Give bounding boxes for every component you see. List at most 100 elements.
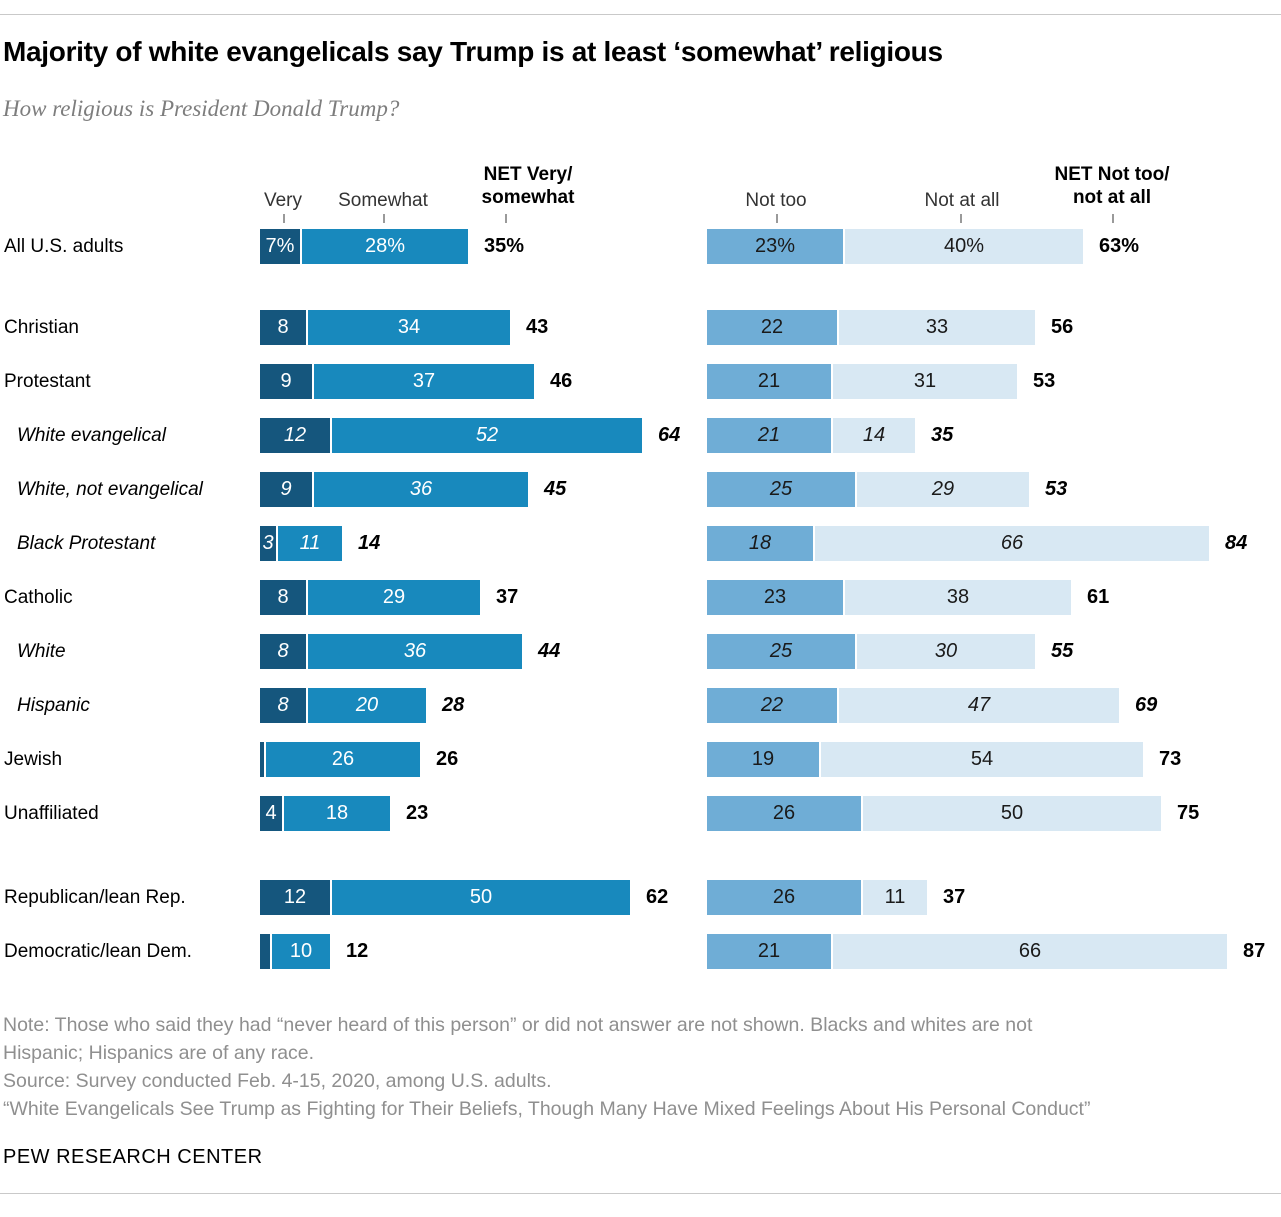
row-label: Black Protestant (17, 533, 156, 554)
bar-segment-very: 8 (260, 688, 306, 723)
bar-segment-somewhat: 10 (272, 934, 330, 969)
bar-segment-not-at-all: 11 (863, 880, 927, 915)
row-label: Catholic (4, 587, 73, 608)
bar-segment-not-too: 21 (707, 418, 831, 453)
bar-segment-somewhat: 36 (308, 634, 522, 669)
chart-subtitle: How religious is President Donald Trump? (3, 96, 400, 121)
net-value-left: 26 (436, 748, 459, 770)
header-tick-4 (960, 214, 962, 223)
bar-segment-not-too: 19 (707, 742, 819, 777)
bar-segment-very: 8 (260, 580, 306, 615)
chart-title: Majority of white evangelicals say Trump… (3, 36, 943, 67)
net-value-left: 28 (442, 694, 465, 716)
top-divider (0, 14, 1281, 15)
bar-segment-somewhat: 11 (278, 526, 342, 561)
net-value-right: 63% (1099, 235, 1140, 257)
net-value-left: 37 (496, 586, 519, 608)
row-label: Protestant (4, 371, 91, 392)
row-label: Jewish (4, 749, 63, 770)
bar-segment-not-at-all: 14 (833, 418, 915, 453)
bar-segment-not-at-all: 40% (845, 229, 1083, 264)
bar-segment-very (260, 934, 270, 969)
bar-segment-not-too: 25 (707, 634, 855, 669)
bar-segment-somewhat: 20 (308, 688, 426, 723)
bar-segment-somewhat: 36 (314, 472, 528, 507)
net-value-right: 84 (1225, 532, 1248, 554)
bar-segment-not-at-all: 38 (845, 580, 1071, 615)
bar-segment-very: 8 (260, 634, 306, 669)
bar-segment-not-at-all: 31 (833, 364, 1017, 399)
bar-segment-somewhat: 34 (308, 310, 510, 345)
bar-segment-somewhat: 18 (284, 796, 390, 831)
row-label: Democratic/lean Dem. (4, 941, 192, 962)
header-tick-1 (383, 214, 385, 223)
net-value-right: 53 (1033, 370, 1056, 392)
bar-segment-somewhat: 28% (302, 229, 468, 264)
net-value-left: 62 (646, 886, 669, 908)
bar-segment-somewhat: 26 (266, 742, 420, 777)
bar-segment-very: 3 (260, 526, 276, 561)
bar-segment-not-too: 23% (707, 229, 843, 264)
header-tick-3 (776, 214, 778, 223)
net-value-left: 46 (550, 370, 573, 392)
net-value-right: 87 (1243, 940, 1266, 962)
bar-segment-not-at-all: 30 (857, 634, 1035, 669)
bar-segment-not-at-all: 33 (839, 310, 1035, 345)
bar-segment-very: 7% (260, 229, 300, 264)
net-value-right: 75 (1177, 802, 1200, 824)
bar-segment-not-at-all: 66 (815, 526, 1209, 561)
net-value-right: 55 (1051, 640, 1074, 662)
row-label: Christian (4, 317, 79, 338)
bar-segment-somewhat: 52 (332, 418, 642, 453)
bar-segment-not-too: 26 (707, 880, 861, 915)
bar-segment-not-at-all: 29 (857, 472, 1029, 507)
bar-segment-very (260, 742, 264, 777)
row-label: Hispanic (17, 695, 90, 716)
note-line-3: “White Evangelicals See Trump as Fightin… (3, 1098, 1091, 1120)
bar-segment-not-too: 22 (707, 310, 837, 345)
row-label: White (17, 641, 66, 662)
column-header-3: Not too (745, 190, 807, 211)
column-header-5: NET Not too/ not at all (1054, 164, 1170, 208)
net-value-left: 14 (358, 532, 381, 554)
row-label: Unaffiliated (4, 803, 99, 824)
bar-segment-very: 12 (260, 880, 330, 915)
note-line-2: Source: Survey conducted Feb. 4-15, 2020… (3, 1070, 552, 1092)
net-value-left: 35% (484, 235, 525, 257)
header-tick-2 (505, 214, 507, 223)
net-value-left: 43 (526, 316, 549, 338)
bar-segment-not-too: 18 (707, 526, 813, 561)
note-line-0: Note: Those who said they had “never hea… (3, 1014, 1033, 1036)
net-value-right: 56 (1051, 316, 1074, 338)
bar-segment-very: 12 (260, 418, 330, 453)
net-value-left: 12 (346, 940, 369, 962)
bar-segment-not-too: 22 (707, 688, 837, 723)
bottom-divider (0, 1193, 1281, 1194)
row-label: Republican/lean Rep. (4, 887, 186, 908)
note-line-1: Hispanic; Hispanics are of any race. (3, 1042, 315, 1064)
net-value-right: 37 (943, 886, 966, 908)
net-value-left: 45 (544, 478, 567, 500)
bar-segment-not-at-all: 66 (833, 934, 1227, 969)
net-value-right: 53 (1045, 478, 1068, 500)
bar-segment-very: 8 (260, 310, 306, 345)
column-header-4: Not at all (924, 190, 1000, 211)
column-header-0: Very (263, 190, 303, 211)
row-label: White, not evangelical (17, 479, 203, 500)
bar-segment-not-at-all: 54 (821, 742, 1143, 777)
bar-segment-not-too: 25 (707, 472, 855, 507)
header-tick-5 (1112, 214, 1114, 223)
header-tick-0 (283, 214, 285, 223)
bar-segment-somewhat: 37 (314, 364, 534, 399)
bar-segment-somewhat: 29 (308, 580, 480, 615)
net-value-right: 69 (1135, 694, 1158, 716)
net-value-left: 44 (538, 640, 561, 662)
net-value-left: 64 (658, 424, 681, 446)
bar-segment-very: 9 (260, 472, 312, 507)
bar-segment-somewhat: 50 (332, 880, 630, 915)
bar-segment-not-too: 21 (707, 934, 831, 969)
net-value-left: 23 (406, 802, 429, 824)
bar-segment-very: 9 (260, 364, 312, 399)
bar-segment-not-at-all: 47 (839, 688, 1119, 723)
bar-segment-not-too: 23 (707, 580, 843, 615)
